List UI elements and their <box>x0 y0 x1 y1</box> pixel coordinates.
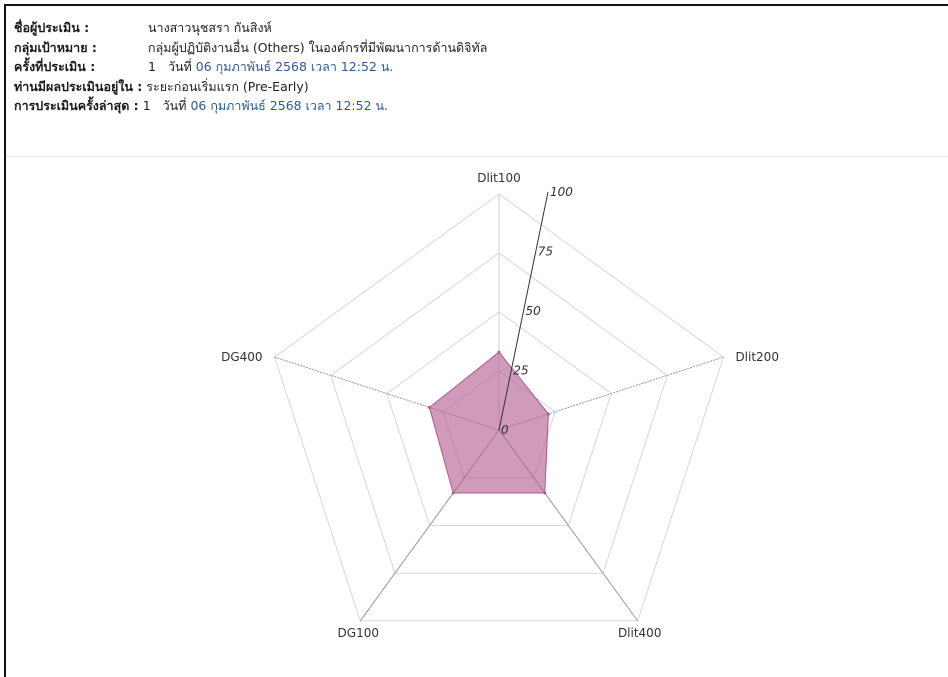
series-area <box>428 351 549 494</box>
axis-label-Dlit400: Dlit400 <box>618 626 662 640</box>
data-point-Dlit100 <box>497 350 501 354</box>
data-point-Dlit200 <box>546 412 550 416</box>
latest-row: การประเมินครั้งล่าสุด : 1 วันที่ 06 กุมภ… <box>14 96 487 116</box>
round-date-prefix: วันที่ <box>167 59 192 74</box>
radial-tick-100: 100 <box>550 185 573 199</box>
result-label: ท่านมีผลประเมินอยู่ใน : <box>14 78 143 94</box>
data-point-DG100 <box>451 491 455 495</box>
axis-label-Dlit200: Dlit200 <box>735 350 779 364</box>
round-row: ครั้งที่ประเมิน : 1 วันที่ 06 กุมภาพันธ์… <box>14 57 487 77</box>
axis-label-DG100: DG100 <box>338 626 379 640</box>
radial-tick-75: 75 <box>538 245 553 259</box>
round-date: 06 กุมภาพันธ์ 2568 เวลา 12:52 น. <box>195 59 394 74</box>
latest-number: 1 <box>142 98 151 113</box>
group-value: กลุ่มผู้ปฏิบัติงานอื่น (Others) ในองค์กร… <box>148 39 488 55</box>
assessor-row: ชื่อผู้ประเมิน : นางสาวนุชสรา กันสิงห์ <box>14 18 487 38</box>
result-row: ท่านมีผลประเมินอยู่ใน : ระยะก่อนเริ่มแรก… <box>14 77 487 97</box>
assessor-value: นางสาวนุชสรา กันสิงห์ <box>148 20 272 35</box>
data-point-Dlit400 <box>543 491 547 495</box>
round-label: ครั้งที่ประเมิน : <box>14 59 96 74</box>
latest-label: การประเมินครั้งล่าสุด : <box>14 98 139 113</box>
radial-tick-0: 0 <box>501 423 509 437</box>
axis-label-DG400: DG400 <box>221 350 262 364</box>
group-label: กลุ่มเป้าหมาย : <box>14 39 97 55</box>
result-value: ระยะก่อนเริ่มแรก (Pre-Early) <box>146 78 309 94</box>
radial-axis-line <box>498 191 549 431</box>
grid-ring-50 <box>386 311 612 526</box>
radial-tick-50: 50 <box>526 304 542 318</box>
window-frame <box>4 4 948 677</box>
axis-label-Dlit100: Dlit100 <box>477 171 521 185</box>
round-number: 1 <box>148 59 156 74</box>
group-row: กลุ่มเป้าหมาย : กลุ่มผู้ปฏิบัติงานอื่น (… <box>14 38 487 58</box>
radial-tick-25: 25 <box>513 364 528 378</box>
grid-ring-75 <box>330 252 668 574</box>
grid-ring-100 <box>273 193 725 622</box>
assessor-label: ชื่อผู้ประเมิน : <box>14 20 90 35</box>
header-divider <box>6 156 948 157</box>
latest-date-prefix: วันที่ <box>162 98 187 113</box>
latest-date: 06 กุมภาพันธ์ 2568 เวลา 12:52 น. <box>190 98 389 113</box>
assessment-info: ชื่อผู้ประเมิน : นางสาวนุชสรา กันสิงห์ ก… <box>14 18 487 116</box>
data-point-DG400 <box>427 405 431 409</box>
